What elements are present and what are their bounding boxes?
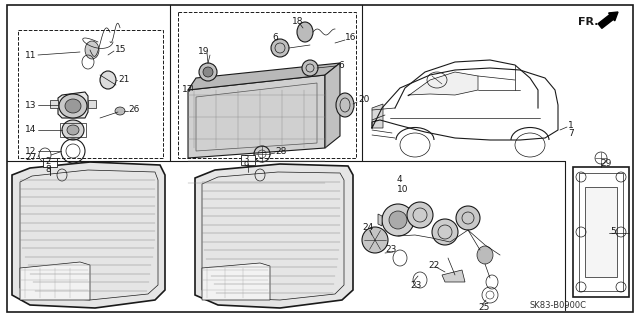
Ellipse shape — [432, 219, 458, 245]
Ellipse shape — [389, 211, 407, 229]
Text: 2: 2 — [45, 158, 51, 167]
Text: 1: 1 — [568, 121, 573, 130]
Ellipse shape — [59, 94, 87, 118]
Text: 11: 11 — [25, 50, 36, 60]
Text: SK83-B0900C: SK83-B0900C — [530, 300, 587, 309]
Ellipse shape — [477, 246, 493, 264]
FancyArrow shape — [598, 12, 618, 28]
Bar — [579, 173, 623, 291]
Text: 23: 23 — [385, 246, 396, 255]
Ellipse shape — [85, 41, 99, 59]
Ellipse shape — [203, 67, 213, 77]
Ellipse shape — [302, 60, 318, 76]
Polygon shape — [188, 75, 325, 158]
Polygon shape — [372, 104, 383, 128]
Text: 15: 15 — [115, 46, 127, 55]
Text: 17: 17 — [182, 85, 193, 94]
Text: 22: 22 — [428, 261, 439, 270]
Polygon shape — [378, 214, 382, 226]
Text: 27: 27 — [25, 153, 36, 162]
Text: 3: 3 — [243, 154, 248, 164]
Text: 4: 4 — [397, 175, 403, 184]
Text: 19: 19 — [198, 48, 209, 56]
Text: 8: 8 — [45, 165, 51, 174]
Polygon shape — [12, 162, 165, 308]
Text: 5: 5 — [610, 227, 616, 236]
Bar — [18, 30, 163, 158]
Polygon shape — [188, 63, 340, 90]
Polygon shape — [50, 100, 58, 108]
Polygon shape — [20, 262, 90, 300]
Bar — [241, 155, 255, 165]
Ellipse shape — [65, 99, 81, 113]
Bar — [178, 12, 356, 158]
Text: 9: 9 — [243, 161, 248, 170]
Text: 29: 29 — [600, 159, 611, 167]
Text: 23: 23 — [410, 280, 421, 290]
Ellipse shape — [100, 71, 116, 89]
Text: 20: 20 — [358, 95, 369, 105]
Text: 25: 25 — [478, 302, 490, 311]
Bar — [573, 167, 629, 297]
Ellipse shape — [67, 125, 79, 135]
Text: 16: 16 — [345, 33, 356, 42]
Text: 14: 14 — [25, 125, 36, 135]
Polygon shape — [408, 72, 478, 96]
Text: 7: 7 — [568, 130, 573, 138]
Text: 24: 24 — [362, 224, 373, 233]
Text: 10: 10 — [397, 186, 408, 195]
Polygon shape — [195, 164, 353, 308]
Ellipse shape — [407, 202, 433, 228]
Polygon shape — [442, 270, 465, 282]
Text: 28: 28 — [275, 147, 286, 157]
Ellipse shape — [62, 120, 84, 140]
Bar — [585, 187, 617, 277]
Text: 6: 6 — [272, 33, 278, 42]
Bar — [43, 158, 57, 167]
Text: 26: 26 — [128, 106, 140, 115]
Polygon shape — [58, 92, 88, 118]
Ellipse shape — [382, 204, 414, 236]
Polygon shape — [88, 100, 96, 108]
Polygon shape — [202, 263, 270, 300]
Ellipse shape — [336, 93, 354, 117]
Ellipse shape — [456, 206, 480, 230]
Text: 6: 6 — [338, 61, 344, 70]
Text: 13: 13 — [25, 100, 36, 109]
Polygon shape — [325, 63, 340, 148]
Ellipse shape — [271, 39, 289, 57]
Ellipse shape — [362, 227, 388, 253]
Text: 18: 18 — [292, 18, 303, 26]
Ellipse shape — [115, 107, 125, 115]
Ellipse shape — [199, 63, 217, 81]
Text: 12: 12 — [25, 146, 36, 155]
Text: 21: 21 — [118, 76, 129, 85]
Ellipse shape — [297, 22, 313, 42]
Text: FR.: FR. — [578, 17, 598, 27]
